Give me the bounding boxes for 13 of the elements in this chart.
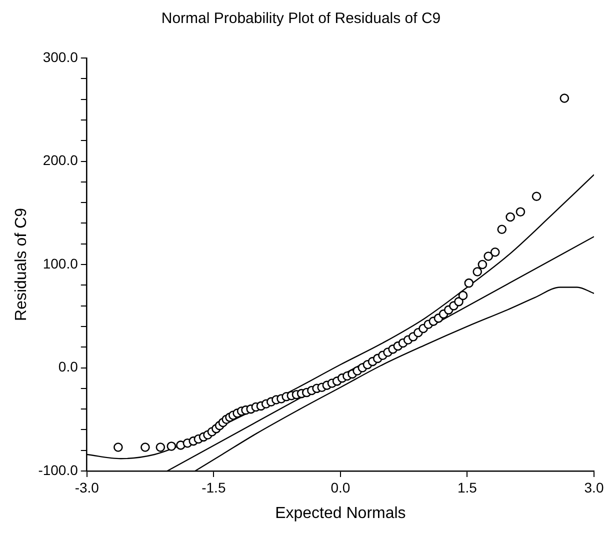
x-tick-label: 0.0	[330, 479, 350, 496]
x-tick-label: -3.0	[74, 479, 100, 496]
y-tick-label: -100.0	[38, 462, 78, 478]
chart-title: Normal Probability Plot of Residuals of C9	[161, 10, 441, 28]
y-tick-label: 100.0	[42, 255, 78, 272]
x-tick-label: 1.5	[457, 479, 478, 496]
x-tick-label: 3.0	[584, 479, 604, 496]
y-tick-label: 200.0	[42, 152, 78, 168]
y-axis-title: Residuals of C9	[13, 208, 30, 321]
x-axis-title: Expected Normals	[275, 504, 406, 522]
y-tick-label: 0.0	[58, 358, 78, 375]
y-tick-label: 300.0	[42, 48, 78, 65]
x-tick-label: -1.5	[202, 479, 226, 496]
